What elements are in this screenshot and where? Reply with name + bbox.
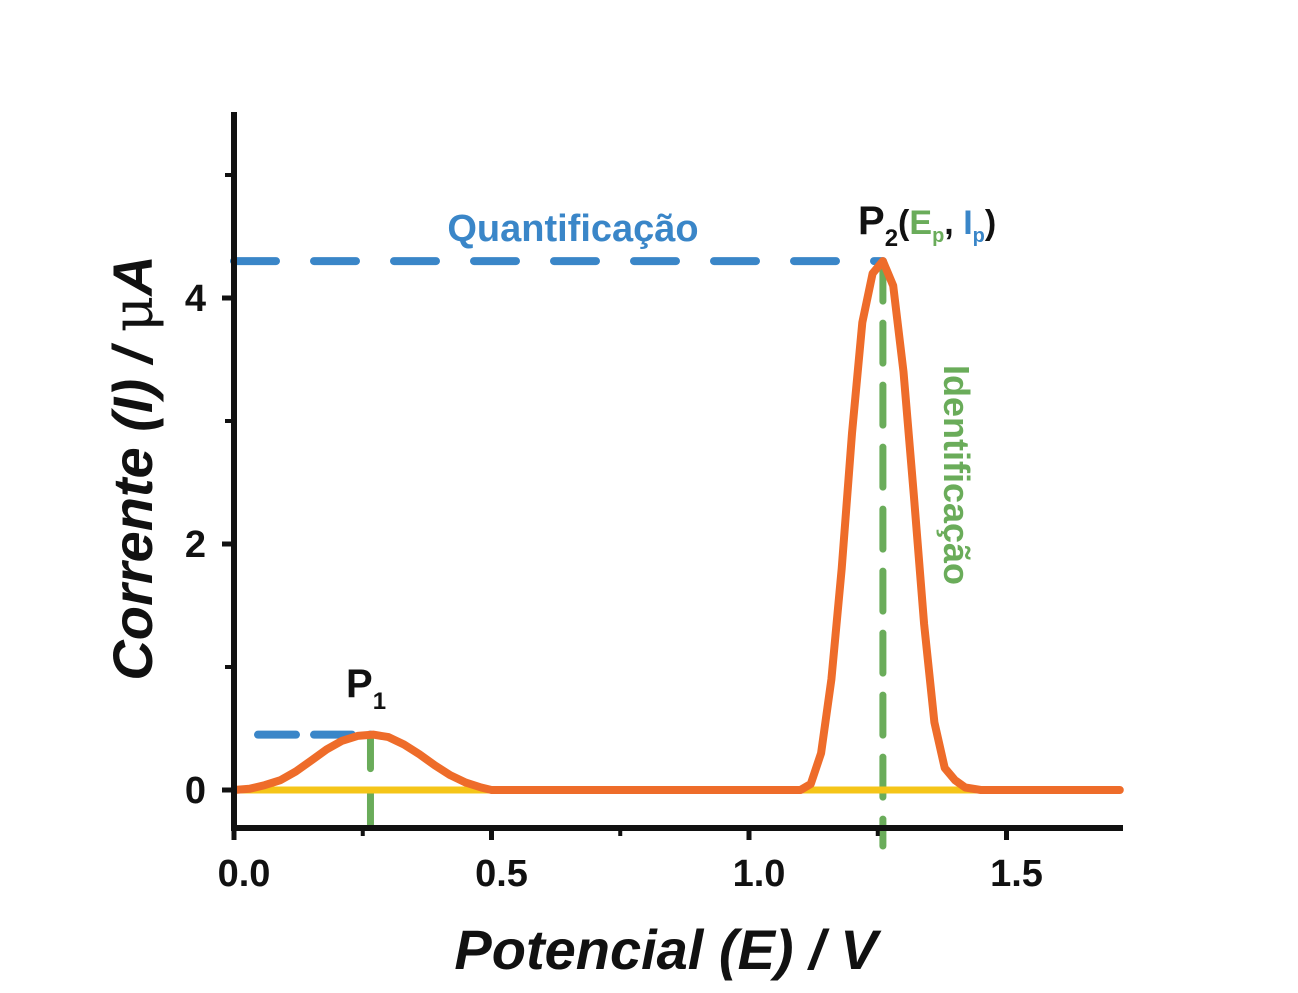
quantification-label: Quantificação [447, 208, 698, 250]
peak-2-open-paren: ( [898, 204, 910, 242]
peak-2-label: P2(Ep, Ip) [858, 199, 996, 252]
peak-2-close-paren: ) [985, 204, 996, 242]
x-title-suffix: ) / V [770, 918, 882, 981]
y-tick-label: 4 [185, 278, 206, 320]
axes [231, 112, 1123, 831]
x-title-var: E [738, 918, 777, 981]
peak-2-comma: , [944, 204, 963, 242]
y-title-var: I [101, 396, 164, 413]
y-title-mu: μ [101, 296, 166, 332]
identification-label: Identificação [936, 365, 977, 585]
x-tick-label: 0.0 [218, 853, 271, 895]
y-title-unit: A [101, 255, 164, 297]
series-voltammogram [230, 257, 1124, 794]
peak-2-ip-subscript: p [973, 225, 985, 247]
peak-1-letter: P [346, 662, 373, 706]
y-tick-label: 0 [185, 770, 206, 812]
peak-2-ip: I [963, 204, 972, 242]
x-tick-label: 1.0 [733, 853, 786, 895]
ticks: 0.0 0.5 1.0 1.5 0 2 4 [185, 173, 1043, 895]
peak-1-label: P1 [346, 662, 386, 715]
peak-1-subscript: 1 [373, 688, 386, 715]
peak-2-subscript: 2 [885, 225, 898, 252]
peak-2-letter: P [858, 199, 885, 243]
peak-2-ep-subscript: p [932, 225, 944, 247]
guide-lines [230, 257, 887, 850]
x-tick-label: 0.5 [475, 853, 528, 895]
x-axis-title: Potencial (E) / V [454, 918, 882, 981]
series-group [230, 257, 1124, 794]
x-title-prefix: Potencial ( [454, 918, 743, 981]
peak-2-ep: E [909, 204, 932, 242]
y-tick-label: 2 [185, 524, 206, 566]
y-axis-title: Corrente (I) / μA [101, 255, 166, 680]
x-tick-label: 1.5 [990, 853, 1043, 895]
y-title-prefix: Corrente ( [101, 408, 164, 681]
y-title-suffix: ) / [101, 332, 164, 402]
